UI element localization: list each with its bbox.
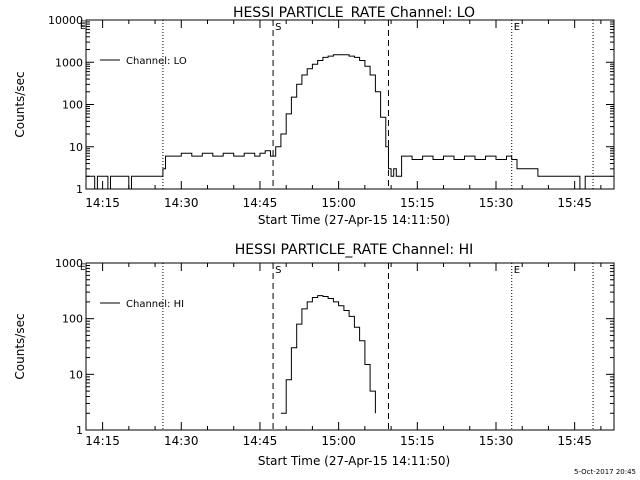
x-tick-label: 15:45 (557, 196, 592, 210)
y-tick-label: 1 (76, 424, 83, 437)
y-axis-label: Counts/sec (13, 71, 27, 137)
time-marker-label: S (275, 22, 281, 33)
corner-mark: E (80, 22, 86, 32)
y-tick-label: 1000 (55, 257, 83, 270)
footer-timestamp: 5-Oct-2017 20:45 (574, 468, 636, 476)
y-tick-label: 100 (62, 313, 83, 326)
x-tick-label: 14:15 (85, 434, 120, 448)
chart-panel-1: HESSI PARTICLE_RATE Channel: LO 1 10 100 100… (13, 5, 615, 227)
x-tick-label: 15:30 (479, 434, 514, 448)
x-tick-label: 15:30 (479, 196, 514, 210)
x-tick-label: 15:15 (400, 196, 435, 210)
x-tick-label: 14:15 (85, 196, 120, 210)
legend-label: Channel: HI (126, 299, 184, 310)
time-marker-label: E (514, 265, 520, 276)
chart-title: HESSI PARTICLE_RATE Channel: HI (235, 242, 473, 258)
corner-mark: E (80, 263, 86, 273)
time-marker-label: S (275, 265, 281, 276)
plot-frame (85, 262, 615, 431)
y-tick-label: 1000 (55, 56, 83, 69)
x-axis-label: Start Time (27-Apr-15 14:11:50) (258, 213, 450, 227)
y-tick-label: 10 (69, 368, 83, 381)
x-tick-label: 14:30 (164, 434, 199, 448)
x-tick-label: 15:00 (321, 434, 356, 448)
y-tick-label: 10000 (48, 14, 83, 27)
chart-title: HESSI PARTICLE_RATE Channel: LO (233, 5, 475, 21)
legend-label: Channel: LO (126, 56, 187, 67)
y-tick-label: 100 (62, 99, 83, 112)
x-tick-label: 14:45 (243, 434, 278, 448)
x-tick-label: 15:00 (321, 196, 356, 210)
y-tick-label: 10 (69, 141, 83, 154)
series-line (280, 295, 376, 414)
x-tick-label: 15:45 (557, 434, 592, 448)
corner-mark: E (80, 20, 86, 30)
x-tick-label: 14:45 (243, 196, 278, 210)
y-axis-label: Counts/sec (13, 313, 27, 379)
series-line (86, 54, 612, 190)
chart-panel-2: HESSI PARTICLE_RATE Channel: HI 1 10 100 100… (13, 242, 615, 468)
x-axis-label: Start Time (27-Apr-15 14:11:50) (258, 454, 450, 468)
x-tick-label: 15:15 (400, 434, 435, 448)
time-marker-label: E (514, 22, 520, 33)
x-tick-label: 14:30 (164, 196, 199, 210)
y-tick-label: 1 (76, 183, 83, 196)
